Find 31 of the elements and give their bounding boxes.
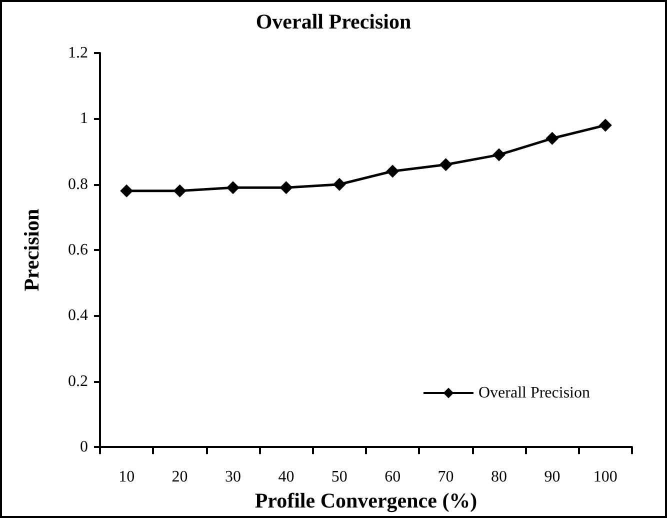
y-tick-label: 0.2 (68, 372, 88, 390)
x-tick-label: 20 (172, 468, 188, 486)
y-tick-label: 0.6 (68, 242, 88, 259)
point (226, 181, 240, 194)
x-tick-label: 70 (438, 468, 454, 486)
x-tick-label: 30 (225, 468, 241, 486)
x-tick-label: 80 (491, 468, 507, 486)
point (598, 118, 612, 132)
point (332, 178, 346, 191)
point (439, 158, 452, 172)
chart-title: Overall Precision (256, 10, 412, 34)
point (280, 181, 293, 194)
point (492, 148, 506, 162)
y-tick-label: 0 (80, 438, 88, 456)
y-tick-label: 0.8 (68, 176, 88, 193)
y-axis-title: Precision (20, 208, 44, 292)
point (386, 164, 400, 178)
x-tick-label: 40 (278, 468, 294, 486)
y-tick-label: 1 (80, 110, 88, 128)
x-tick-label: 60 (384, 468, 401, 486)
x-tick-label: 100 (593, 468, 618, 486)
y-tick-label: 1.2 (68, 44, 88, 62)
x-tick-label: 90 (544, 468, 560, 486)
x-tick-label: 10 (118, 468, 135, 486)
y-tick-label: 0.4 (68, 307, 88, 324)
point (120, 184, 134, 198)
point (546, 132, 559, 145)
legend-label: Overall Precision (478, 384, 590, 402)
x-tick-label: 50 (331, 468, 348, 486)
x-axis-title: Profile Convergence (%) (254, 488, 478, 512)
point (173, 184, 186, 198)
